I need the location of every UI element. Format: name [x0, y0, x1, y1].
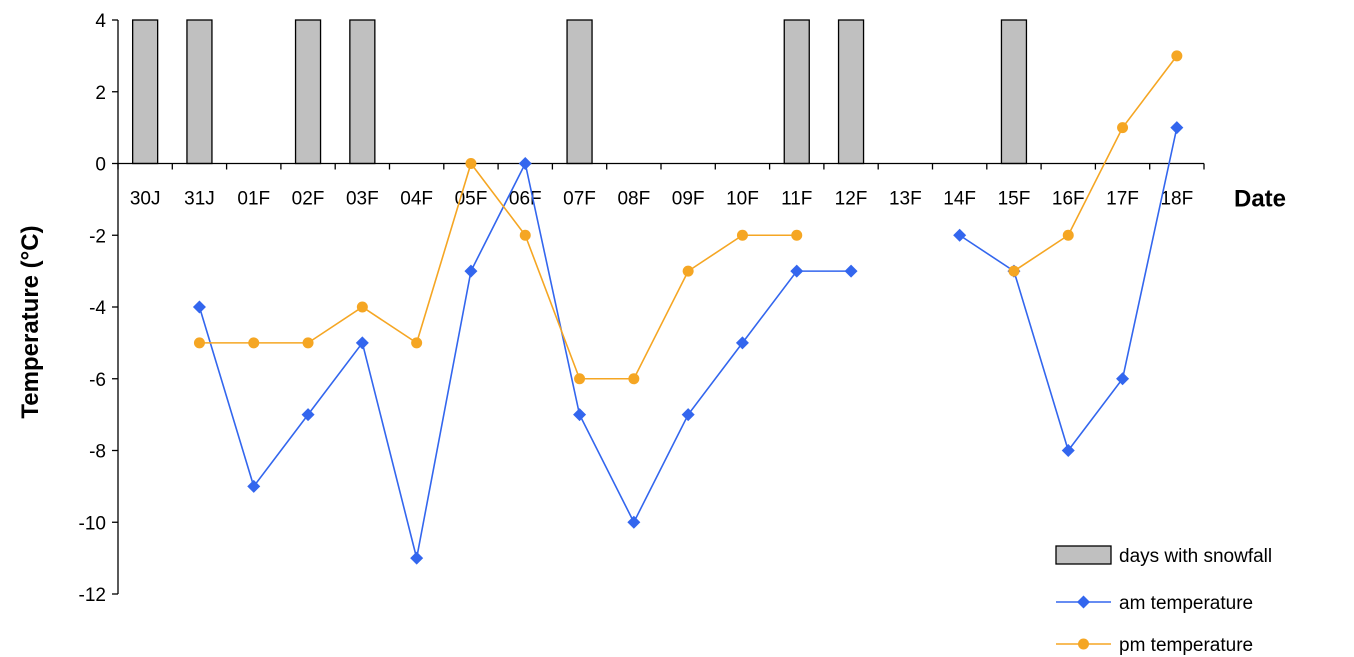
am-temperature-point — [410, 551, 424, 565]
y-axis-ticks: 4 2 0 -2 -4 -6 -8 -10 -12 — [79, 11, 118, 606]
pm-temperature-point — [628, 373, 640, 385]
am-temperature-point — [192, 300, 206, 314]
x-tick-label: 11F — [781, 189, 812, 210]
pm-temperature-point — [736, 229, 748, 241]
x-tick-label: 16F — [1052, 189, 1085, 210]
y-tick-label: -10 — [79, 513, 106, 534]
am-temperature-point — [573, 408, 587, 422]
x-tick-label: 17F — [1106, 189, 1139, 210]
pm-temperature-point — [411, 337, 423, 349]
am-temperature-point — [464, 264, 478, 278]
pm-temperature-point — [248, 337, 260, 349]
x-tick-label: 04F — [400, 189, 433, 210]
y-axis-title: Temperature (°C) — [17, 225, 44, 418]
pm-temperature-point — [574, 373, 586, 385]
snowfall-bar — [186, 19, 213, 165]
x-tick-label: 05F — [455, 189, 488, 210]
am-temperature-line — [959, 127, 1178, 453]
am-temperature-point — [247, 479, 261, 493]
snowfall-bar — [1000, 19, 1028, 165]
y-tick-label: -4 — [89, 298, 106, 319]
pm-temperature-point — [791, 229, 803, 241]
x-tick-label: 18F — [1160, 189, 1193, 210]
am-temperature-point — [790, 264, 804, 278]
legend-swatch-snowfall — [1055, 545, 1112, 565]
snowfall-bar — [837, 19, 865, 165]
x-tick-label: 15F — [998, 189, 1031, 210]
y-tick-label: -12 — [79, 585, 106, 606]
y-tick-label: 0 — [95, 155, 106, 176]
legend: days with snowfall am temperature pm tempe… — [1055, 545, 1272, 656]
am-temperature-point — [1116, 372, 1130, 386]
series-lines — [198, 55, 1178, 559]
x-axis-title: Date — [1234, 186, 1286, 213]
pm-temperature-point — [1062, 229, 1074, 241]
snowfall-bars — [131, 19, 1028, 165]
am-temperature-line — [198, 161, 852, 559]
x-tick-label: 08F — [617, 189, 650, 210]
pm-temperature-point — [519, 229, 531, 241]
pm-temperature-point — [193, 337, 205, 349]
x-tick-label: 14F — [943, 189, 976, 210]
snowfall-bar — [131, 19, 159, 165]
am-temperature-point — [844, 264, 858, 278]
axes — [117, 20, 1204, 594]
legend-label-pm: pm temperature — [1119, 635, 1253, 656]
legend-label-am: am temperature — [1119, 593, 1253, 614]
am-temperature-point — [1061, 444, 1075, 457]
y-tick-label: 2 — [95, 83, 106, 104]
pm-temperature-point — [1171, 50, 1183, 62]
am-temperature-point — [735, 336, 749, 350]
pm-temperature-point — [682, 265, 694, 277]
am-temperature-point — [627, 515, 641, 529]
x-tick-label: 09F — [672, 189, 705, 210]
y-tick-label: -6 — [89, 370, 106, 391]
legend-marker-am — [1077, 595, 1090, 609]
pm-temperature-line — [1013, 55, 1178, 272]
pm-temperature-point — [302, 337, 314, 349]
legend-label-snowfall: days with snowfall — [1119, 546, 1272, 567]
x-tick-label: 06F — [509, 189, 542, 210]
am-temperature-point — [355, 336, 369, 350]
series-markers — [192, 50, 1184, 565]
pm-temperature-point — [1117, 122, 1129, 134]
am-temperature-point — [953, 228, 967, 242]
x-tick-label: 07F — [563, 189, 596, 210]
y-tick-label: -2 — [89, 226, 106, 247]
legend-marker-pm — [1078, 638, 1089, 650]
snowfall-bar — [294, 19, 322, 165]
snowfall-bar — [349, 19, 376, 165]
x-axis-ticks: 30J 31J 01F 02F 03F 04F 05F 06F 07F 08F 09F 10F 11F 1… — [117, 163, 1205, 210]
x-tick-label: 03F — [346, 189, 379, 210]
x-tick-label: 01F — [237, 189, 270, 210]
x-tick-label: 31J — [184, 189, 215, 210]
y-tick-label: 4 — [95, 11, 106, 32]
snowfall-bar — [566, 19, 593, 165]
snowfall-bar — [783, 19, 810, 165]
y-tick-label: -8 — [89, 442, 106, 463]
am-temperature-point — [681, 408, 695, 422]
x-tick-label: 13F — [889, 189, 922, 210]
pm-temperature-point — [465, 158, 477, 169]
x-tick-label: 12F — [835, 189, 868, 210]
am-temperature-point — [301, 408, 315, 422]
am-temperature-point — [1170, 121, 1184, 135]
pm-temperature-line — [199, 161, 797, 380]
pm-temperature-point — [356, 301, 368, 313]
am-temperature-point — [518, 157, 532, 170]
x-tick-label: 10F — [726, 189, 759, 210]
x-tick-label: 02F — [292, 189, 325, 210]
x-tick-label: 30J — [130, 189, 161, 210]
pm-temperature-point — [1008, 265, 1020, 277]
